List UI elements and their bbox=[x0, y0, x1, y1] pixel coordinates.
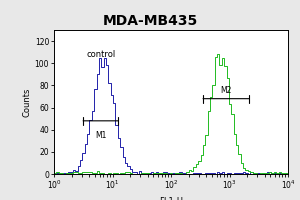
Text: M1: M1 bbox=[95, 131, 106, 140]
X-axis label: FL1-H: FL1-H bbox=[159, 197, 183, 200]
Y-axis label: Counts: Counts bbox=[23, 87, 32, 117]
Text: control: control bbox=[86, 50, 116, 59]
Text: M2: M2 bbox=[220, 86, 232, 95]
Text: MDA-MB435: MDA-MB435 bbox=[102, 14, 198, 28]
